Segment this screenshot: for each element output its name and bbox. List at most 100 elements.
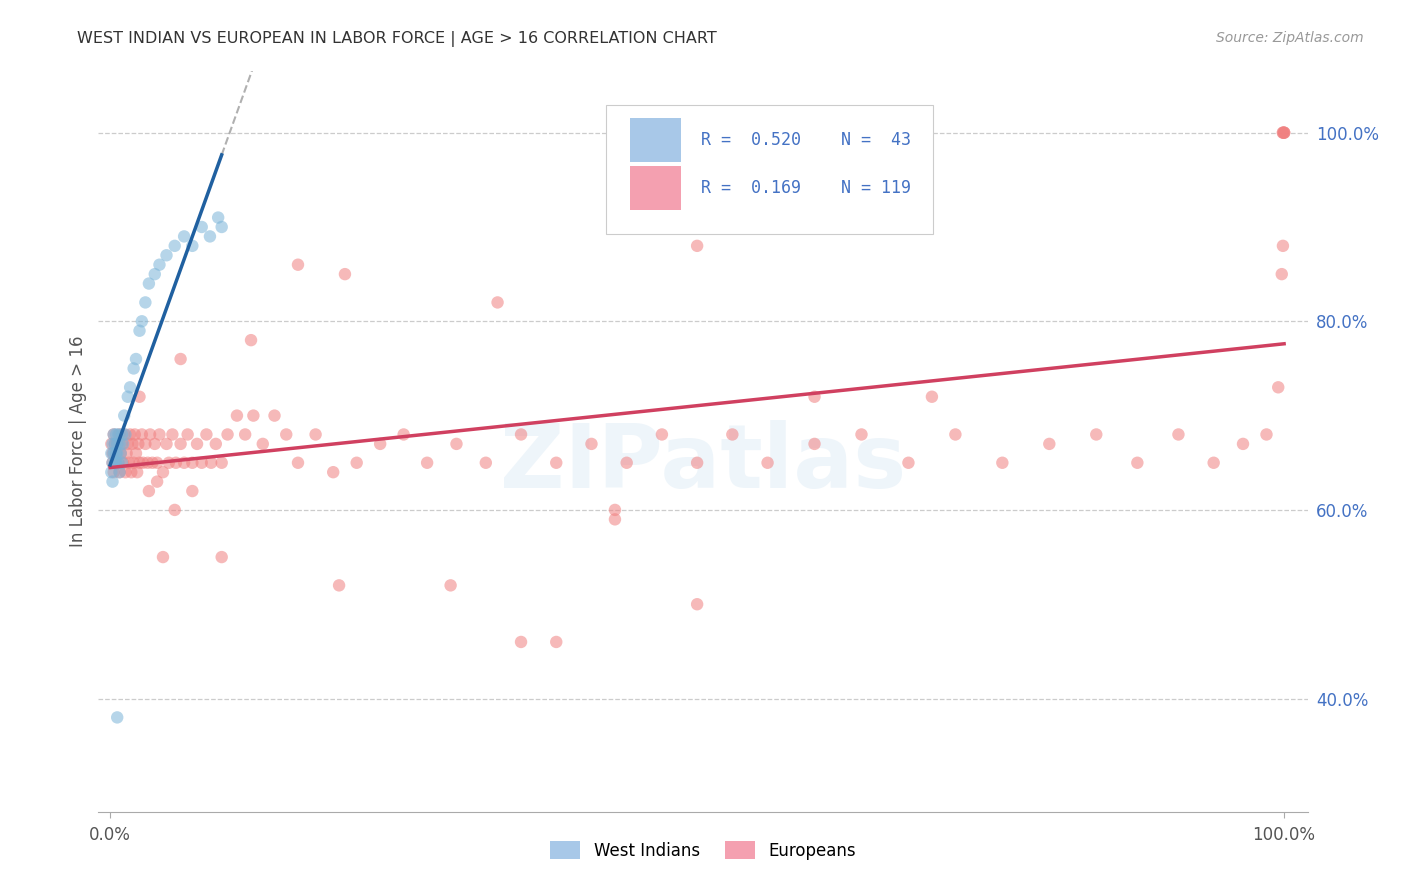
Point	[486, 295, 509, 310]
Point	[198, 229, 221, 244]
Point	[105, 437, 128, 451]
Point	[1272, 126, 1295, 140]
Point	[368, 437, 391, 451]
Point	[446, 437, 468, 451]
Point	[122, 361, 145, 376]
FancyBboxPatch shape	[606, 104, 932, 235]
Point	[134, 295, 156, 310]
Point	[163, 239, 186, 253]
Point	[136, 456, 159, 470]
Point	[107, 456, 129, 470]
Point	[263, 409, 285, 423]
Point	[134, 437, 156, 451]
Point	[1126, 456, 1149, 470]
Point	[112, 409, 135, 423]
Point	[603, 503, 626, 517]
Point	[155, 248, 177, 262]
Point	[118, 456, 141, 470]
Point	[104, 456, 127, 470]
Point	[304, 427, 326, 442]
Point	[110, 446, 132, 460]
Point	[108, 437, 131, 451]
Point	[128, 324, 150, 338]
Point	[105, 456, 128, 470]
Point	[322, 465, 344, 479]
FancyBboxPatch shape	[630, 166, 682, 210]
Point	[328, 578, 350, 592]
Point	[132, 456, 155, 470]
Point	[122, 456, 145, 470]
FancyBboxPatch shape	[630, 118, 682, 161]
Point	[616, 456, 638, 470]
Point	[120, 427, 142, 442]
Point	[1272, 126, 1295, 140]
Point	[152, 465, 174, 479]
Point	[115, 446, 138, 460]
Point	[190, 456, 212, 470]
Point	[105, 437, 128, 451]
Point	[114, 427, 136, 442]
Text: Source: ZipAtlas.com: Source: ZipAtlas.com	[1216, 31, 1364, 45]
Point	[1271, 267, 1294, 281]
Point	[195, 427, 218, 442]
Point	[190, 219, 212, 234]
Point	[233, 427, 256, 442]
Point	[112, 437, 135, 451]
Point	[120, 380, 142, 394]
Text: WEST INDIAN VS EUROPEAN IN LABOR FORCE | AGE > 16 CORRELATION CHART: WEST INDIAN VS EUROPEAN IN LABOR FORCE |…	[77, 31, 717, 47]
Point	[1202, 456, 1225, 470]
Point	[721, 427, 744, 442]
Point	[103, 427, 125, 442]
Point	[117, 437, 139, 451]
Point	[100, 465, 122, 479]
Point	[104, 437, 127, 451]
Point	[1271, 126, 1294, 140]
Point	[108, 465, 131, 479]
Point	[510, 635, 533, 649]
Point	[131, 314, 153, 328]
Point	[101, 437, 124, 451]
Point	[921, 390, 943, 404]
Point	[127, 465, 149, 479]
Point	[945, 427, 967, 442]
Point	[200, 456, 222, 470]
Point	[110, 446, 132, 460]
Point	[211, 550, 233, 565]
Point	[1167, 427, 1189, 442]
Point	[475, 456, 498, 470]
Point	[1232, 437, 1254, 451]
Point	[651, 427, 673, 442]
Point	[128, 456, 150, 470]
Y-axis label: In Labor Force | Age > 16: In Labor Force | Age > 16	[69, 335, 87, 548]
Point	[101, 456, 124, 470]
Point	[186, 437, 208, 451]
Point	[242, 409, 264, 423]
Point	[1271, 126, 1294, 140]
Point	[127, 437, 149, 451]
Point	[1271, 239, 1294, 253]
Point	[112, 456, 135, 470]
Point	[204, 437, 226, 451]
Point	[1085, 427, 1108, 442]
Point	[169, 437, 191, 451]
Point	[181, 456, 204, 470]
Point	[439, 578, 461, 592]
Point	[226, 409, 249, 423]
Point	[217, 427, 239, 442]
Point	[125, 351, 148, 366]
Point	[686, 456, 709, 470]
Point	[546, 635, 568, 649]
Point	[1272, 126, 1295, 140]
Point	[181, 484, 204, 499]
Point	[169, 351, 191, 366]
Point	[101, 475, 124, 489]
Point	[897, 456, 920, 470]
Point	[162, 427, 184, 442]
Point	[107, 427, 129, 442]
Point	[155, 437, 177, 451]
Point	[108, 465, 131, 479]
Text: R =  0.169    N = 119: R = 0.169 N = 119	[700, 179, 911, 197]
Point	[163, 503, 186, 517]
Point	[101, 446, 124, 460]
Point	[105, 427, 128, 442]
